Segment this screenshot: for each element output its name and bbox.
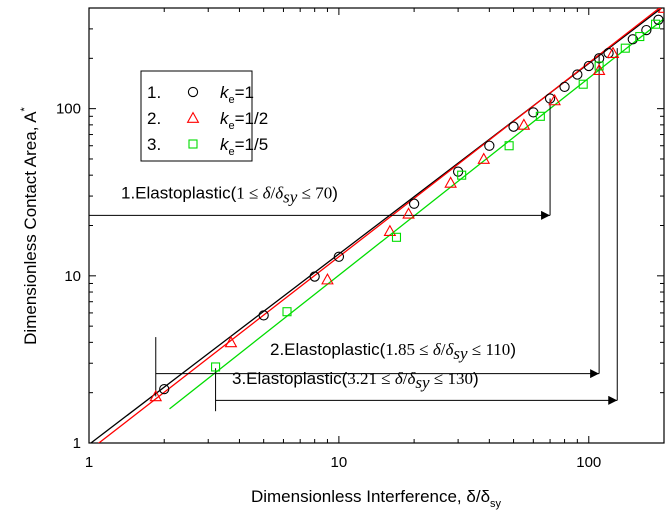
circle-point — [627, 34, 638, 45]
circle-point — [572, 69, 583, 80]
circle-point — [408, 198, 420, 209]
square-point — [504, 141, 514, 151]
axis-ticks: 1 10 100 1 10 100 — [56, 7, 665, 471]
square-point — [282, 307, 292, 317]
triangle-point — [383, 224, 397, 237]
legend-label: ke=1/2 — [220, 109, 268, 132]
square-point — [620, 43, 630, 53]
annotation-label: 3.Elastoplastic(3.21 ≤ δ/δsy ≤ 130) — [232, 369, 479, 392]
axis-titles: Dimensionless Interference, δ/δsy Dimensi… — [19, 106, 502, 510]
circle-point — [309, 271, 320, 282]
square-point — [391, 232, 402, 242]
legend-index: 1. — [147, 83, 161, 102]
legend-index: 2. — [147, 109, 161, 128]
annotation-1: 1.Elastoplastic(1 ≤ δ/δsy ≤ 70) — [89, 98, 551, 220]
square-point — [211, 362, 221, 372]
legend-entry-2: 2. ke=1/2 — [147, 109, 268, 132]
triangle-point — [321, 273, 334, 285]
fit-line — [169, 18, 664, 410]
square-point — [457, 170, 467, 180]
x-tick-label: 1 — [85, 454, 93, 471]
x-tick-label: 100 — [576, 454, 601, 471]
triangle-point — [402, 207, 415, 219]
x-axis-title: Dimensionless Interference, δ/δsy — [251, 487, 502, 510]
circle-point — [333, 251, 345, 262]
legend-index: 3. — [147, 135, 161, 154]
circle-point — [508, 121, 519, 132]
triangle-point — [606, 46, 620, 58]
triangle-point — [149, 389, 163, 402]
x-tick-label: 10 — [331, 454, 348, 471]
circle-point — [583, 60, 594, 72]
data-points — [149, 8, 664, 402]
circle-point — [593, 53, 605, 64]
circle-point — [641, 24, 652, 36]
y-tick-label: 1 — [73, 435, 81, 452]
legend-entry-1: 1. ke=1 — [147, 83, 254, 106]
legend-square-icon — [188, 139, 198, 149]
annotation-2: 2.Elastoplastic(1.85 ≤ δ/δsy ≤ 110) — [155, 54, 600, 397]
y-tick-label: 100 — [56, 101, 81, 118]
triangle-point — [477, 152, 491, 164]
triangle-point — [517, 118, 531, 130]
circle-point — [258, 310, 269, 321]
square-point — [650, 19, 661, 29]
legend-label: ke=1/5 — [220, 135, 268, 158]
legend-circle-icon — [187, 86, 199, 98]
legend: 1. ke=1 2. ke=1/2 3. ke=1/5 — [140, 70, 268, 162]
square-point — [535, 111, 545, 121]
fit-lines — [89, 8, 664, 443]
legend-triangle-icon — [186, 111, 200, 123]
triangle-point — [548, 93, 561, 106]
circle-point — [559, 81, 570, 93]
triangle-point — [444, 176, 457, 188]
fit-line — [97, 8, 661, 443]
annotation-3: 3.Elastoplastic(3.21 ≤ δ/δsy ≤ 130) — [215, 48, 618, 412]
legend-entry-3: 3. ke=1/5 — [147, 135, 268, 158]
legend-label: ke=1 — [220, 83, 254, 106]
y-axis-title: Dimensionless Contact Area, A* — [19, 106, 40, 344]
circle-point — [484, 140, 495, 151]
annotation-label: 2.Elastoplastic(1.85 ≤ δ/δsy ≤ 110) — [270, 340, 516, 363]
square-point — [578, 79, 588, 89]
square-point — [635, 31, 645, 42]
y-tick-label: 10 — [64, 268, 81, 285]
square-point — [594, 61, 604, 71]
circle-point — [159, 383, 170, 395]
triangle-point — [224, 335, 238, 348]
annotation-label: 1.Elastoplastic(1 ≤ δ/δsy ≤ 70) — [121, 184, 338, 207]
elastoplastic-annotations: 1.Elastoplastic(1 ≤ δ/δsy ≤ 70) 2.Elastop… — [89, 48, 618, 412]
